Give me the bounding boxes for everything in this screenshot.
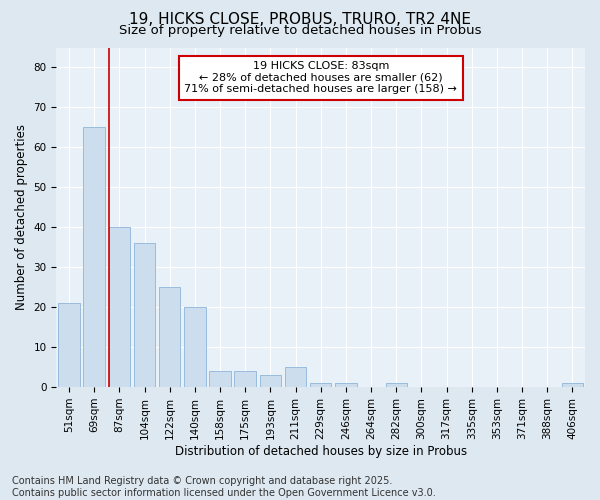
- Y-axis label: Number of detached properties: Number of detached properties: [15, 124, 28, 310]
- Bar: [562, 383, 583, 387]
- Bar: [235, 371, 256, 387]
- Bar: [386, 383, 407, 387]
- Bar: [209, 371, 231, 387]
- Bar: [184, 307, 206, 387]
- Text: Size of property relative to detached houses in Probus: Size of property relative to detached ho…: [119, 24, 481, 37]
- Bar: [335, 383, 356, 387]
- Bar: [159, 287, 181, 387]
- Bar: [285, 367, 306, 387]
- Text: 19, HICKS CLOSE, PROBUS, TRURO, TR2 4NE: 19, HICKS CLOSE, PROBUS, TRURO, TR2 4NE: [129, 12, 471, 28]
- Bar: [260, 375, 281, 387]
- Bar: [58, 303, 80, 387]
- Bar: [109, 228, 130, 387]
- Bar: [310, 383, 331, 387]
- X-axis label: Distribution of detached houses by size in Probus: Distribution of detached houses by size …: [175, 444, 467, 458]
- Bar: [83, 128, 105, 387]
- Text: Contains HM Land Registry data © Crown copyright and database right 2025.
Contai: Contains HM Land Registry data © Crown c…: [12, 476, 436, 498]
- Bar: [134, 244, 155, 387]
- Text: 19 HICKS CLOSE: 83sqm
← 28% of detached houses are smaller (62)
71% of semi-deta: 19 HICKS CLOSE: 83sqm ← 28% of detached …: [184, 61, 457, 94]
